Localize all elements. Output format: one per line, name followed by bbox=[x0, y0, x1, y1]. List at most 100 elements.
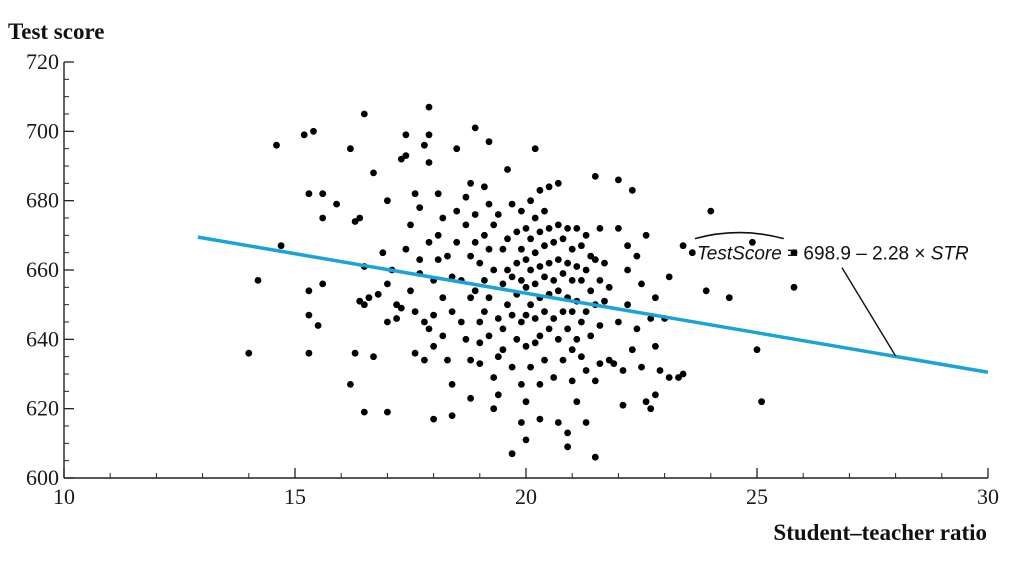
data-point bbox=[300, 131, 308, 139]
data-point bbox=[434, 256, 442, 263]
data-point bbox=[407, 287, 414, 295]
data-point bbox=[402, 152, 410, 160]
data-point bbox=[554, 256, 562, 263]
data-point bbox=[531, 249, 539, 257]
data-point bbox=[559, 356, 567, 364]
data-point bbox=[402, 131, 410, 139]
data-point bbox=[421, 318, 428, 326]
data-point bbox=[536, 228, 544, 236]
data-point bbox=[564, 225, 571, 232]
data-point bbox=[490, 405, 498, 413]
data-point bbox=[679, 370, 687, 378]
data-point bbox=[531, 214, 539, 222]
data-point bbox=[485, 200, 493, 208]
data-point bbox=[619, 367, 627, 374]
data-point bbox=[407, 221, 414, 229]
data-point bbox=[652, 294, 659, 302]
data-point bbox=[568, 308, 576, 315]
data-point bbox=[554, 419, 562, 426]
x-tick-label: 30 bbox=[977, 484, 999, 509]
data-point bbox=[652, 391, 659, 399]
data-point bbox=[550, 374, 558, 381]
data-point bbox=[554, 335, 562, 343]
data-point bbox=[628, 346, 636, 354]
data-point bbox=[434, 231, 442, 239]
y-tick-label: 640 bbox=[26, 326, 59, 351]
data-point bbox=[481, 308, 488, 315]
regression-line bbox=[197, 235, 989, 374]
data-point bbox=[790, 283, 798, 291]
data-point bbox=[587, 332, 595, 340]
data-point bbox=[273, 141, 280, 149]
data-point bbox=[508, 363, 516, 371]
data-point bbox=[545, 259, 553, 267]
data-point bbox=[245, 349, 253, 357]
data-point bbox=[402, 245, 410, 253]
data-point bbox=[416, 256, 424, 263]
data-point bbox=[462, 335, 470, 343]
y-tick-label: 600 bbox=[26, 465, 59, 490]
data-point bbox=[633, 325, 641, 333]
data-point bbox=[444, 356, 451, 364]
data-point bbox=[485, 332, 493, 340]
data-point bbox=[490, 374, 498, 381]
data-point bbox=[564, 259, 571, 267]
data-point bbox=[518, 318, 525, 326]
data-point bbox=[679, 242, 687, 250]
data-point bbox=[527, 235, 534, 243]
data-point bbox=[356, 214, 364, 222]
x-tick-label: 15 bbox=[284, 484, 306, 509]
data-point bbox=[374, 290, 382, 298]
equation-lhs: TestScore bbox=[697, 244, 782, 265]
data-point bbox=[568, 245, 576, 253]
data-point bbox=[536, 332, 544, 340]
data-point bbox=[541, 356, 548, 364]
data-point bbox=[434, 190, 442, 198]
data-point bbox=[531, 280, 539, 288]
equation-rhs: = 698.9 – 2.28 × bbox=[782, 244, 931, 265]
x-axis-title: Student–teacher ratio bbox=[773, 520, 987, 545]
data-point bbox=[305, 349, 313, 357]
data-point bbox=[665, 273, 673, 281]
data-point bbox=[527, 363, 534, 371]
data-point bbox=[536, 415, 544, 423]
data-point bbox=[522, 283, 530, 291]
data-point bbox=[665, 374, 673, 381]
data-point bbox=[494, 211, 502, 218]
data-point bbox=[550, 277, 558, 284]
data-point bbox=[425, 238, 433, 246]
data-point bbox=[513, 259, 521, 267]
data-point bbox=[531, 339, 539, 347]
data-point bbox=[504, 301, 511, 309]
data-point bbox=[467, 179, 474, 187]
data-point bbox=[596, 225, 604, 232]
data-point bbox=[305, 287, 313, 295]
data-point bbox=[522, 398, 530, 406]
data-point bbox=[647, 315, 655, 322]
data-point bbox=[531, 315, 539, 322]
data-point bbox=[601, 297, 608, 305]
data-point bbox=[536, 381, 544, 388]
data-point bbox=[610, 360, 618, 367]
data-point bbox=[568, 377, 576, 385]
data-point bbox=[591, 377, 599, 385]
data-point bbox=[397, 304, 405, 312]
y-tick-label: 680 bbox=[26, 188, 59, 213]
data-point bbox=[425, 131, 433, 139]
data-point bbox=[619, 401, 627, 409]
data-point bbox=[518, 207, 525, 215]
data-point bbox=[314, 322, 322, 329]
data-point bbox=[360, 301, 368, 309]
data-point bbox=[522, 311, 530, 319]
data-point bbox=[573, 263, 581, 270]
data-point bbox=[578, 353, 585, 361]
data-point bbox=[527, 301, 534, 309]
data-point bbox=[587, 252, 595, 260]
data-point bbox=[370, 169, 377, 177]
data-point bbox=[421, 356, 428, 364]
data-point bbox=[471, 124, 479, 132]
data-point bbox=[688, 249, 696, 257]
data-point bbox=[573, 398, 581, 406]
data-point bbox=[615, 318, 622, 326]
x-tick-label: 10 bbox=[53, 484, 75, 509]
